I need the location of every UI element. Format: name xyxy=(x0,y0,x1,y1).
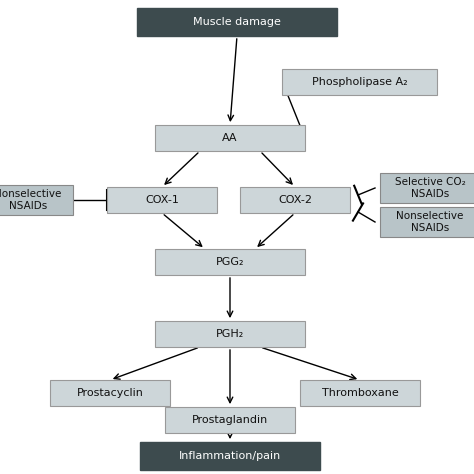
FancyBboxPatch shape xyxy=(50,380,170,406)
FancyBboxPatch shape xyxy=(155,321,305,347)
Text: Thromboxane: Thromboxane xyxy=(322,388,398,398)
Text: COX-1: COX-1 xyxy=(145,195,179,205)
FancyBboxPatch shape xyxy=(137,8,337,36)
Text: Phospholipase A₂: Phospholipase A₂ xyxy=(312,77,408,87)
Text: COX-2: COX-2 xyxy=(278,195,312,205)
FancyBboxPatch shape xyxy=(155,249,305,275)
Text: Selective CO₂
NSAIDs: Selective CO₂ NSAIDs xyxy=(395,177,465,199)
FancyBboxPatch shape xyxy=(107,187,217,213)
FancyBboxPatch shape xyxy=(283,69,438,95)
Text: PGH₂: PGH₂ xyxy=(216,329,244,339)
FancyBboxPatch shape xyxy=(165,407,295,433)
Text: Prostaglandin: Prostaglandin xyxy=(192,415,268,425)
FancyBboxPatch shape xyxy=(140,442,320,470)
Text: Nonselective
NSAIDs: Nonselective NSAIDs xyxy=(396,211,464,233)
FancyBboxPatch shape xyxy=(380,173,474,203)
FancyBboxPatch shape xyxy=(0,185,73,215)
FancyBboxPatch shape xyxy=(380,207,474,237)
Text: Inflammation/pain: Inflammation/pain xyxy=(179,451,281,461)
Text: Muscle damage: Muscle damage xyxy=(193,17,281,27)
Text: AA: AA xyxy=(222,133,238,143)
Text: Nonselective
NSAIDs: Nonselective NSAIDs xyxy=(0,189,62,211)
FancyBboxPatch shape xyxy=(300,380,420,406)
Text: PGG₂: PGG₂ xyxy=(216,257,244,267)
FancyBboxPatch shape xyxy=(155,125,305,151)
Text: Prostacyclin: Prostacyclin xyxy=(77,388,144,398)
FancyBboxPatch shape xyxy=(240,187,350,213)
